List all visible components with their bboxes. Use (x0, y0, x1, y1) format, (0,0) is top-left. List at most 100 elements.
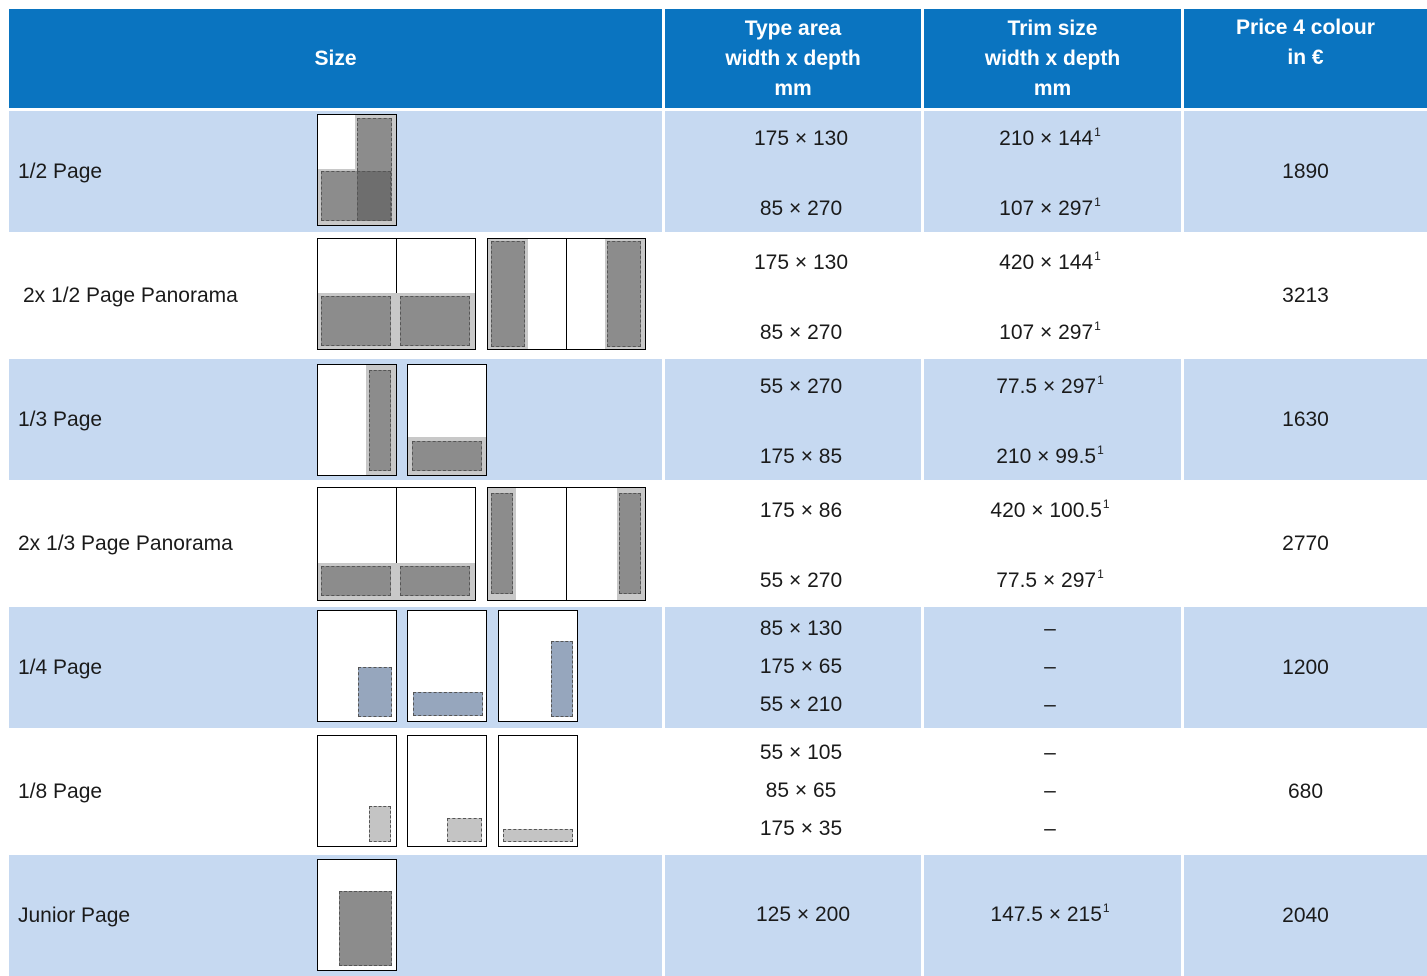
row-label: 2x 1/2 Page Panorama (23, 283, 238, 307)
trim-size-number: 147.5 × 215 (990, 903, 1102, 926)
ad-area (619, 493, 641, 594)
ad-area (321, 566, 391, 596)
row-cell-bg (665, 359, 921, 480)
type-area-value: 55 × 105 (759, 741, 843, 764)
ad-area (447, 818, 482, 842)
footnote-marker: 1 (1094, 249, 1101, 263)
trim-size-number: 107 × 297 (999, 321, 1094, 344)
row-cell-bg (924, 607, 1181, 728)
header-size-label: Size (314, 46, 357, 70)
trim-size-value: 77.5 × 2971 (960, 373, 1140, 399)
type-area-value: 175 × 35 (759, 817, 843, 840)
header-trim-size-line: mm (1033, 76, 1072, 100)
ad-area (607, 241, 641, 347)
price-value: 1200 (1282, 655, 1329, 679)
row-cell-bg (924, 235, 1181, 356)
footnote-marker: 1 (1102, 497, 1110, 511)
ad-area (413, 692, 483, 716)
trim-size-value: – (960, 655, 1140, 679)
trim-size-value: – (960, 617, 1140, 641)
row-cell-bg (924, 359, 1181, 480)
trim-size-value: – (960, 741, 1140, 765)
type-area-value: 85 × 270 (759, 321, 843, 344)
ad-area (400, 566, 470, 596)
trim-size-number: – (1044, 617, 1056, 640)
type-area-value: 175 × 65 (759, 655, 843, 678)
header-trim-size: Trim size width x depth mm (924, 9, 1181, 108)
header-type-area-line: mm (774, 76, 812, 100)
trim-size-value: – (960, 693, 1140, 717)
trim-size-value: – (960, 779, 1140, 803)
type-area-value: 125 × 200 (755, 903, 850, 926)
footnote-marker: 1 (1094, 195, 1101, 209)
type-area-value: 55 × 270 (759, 569, 843, 592)
row-cell-bg (665, 731, 921, 852)
ad-area (412, 441, 482, 471)
row-cell-bg (1184, 855, 1427, 976)
row-label: 2x 1/3 Page Panorama (18, 531, 233, 555)
row-cell-bg (665, 111, 921, 232)
trim-size-number: 77.5 × 297 (996, 375, 1097, 398)
ad-area (357, 171, 391, 221)
row-cell-bg (924, 483, 1181, 604)
type-area-value: 85 × 130 (759, 617, 843, 640)
row-cell-bg (1184, 111, 1427, 232)
row-cell-bg (665, 235, 921, 356)
trim-size-value: 107 × 2971 (960, 319, 1140, 345)
ad-area (503, 829, 573, 842)
footnote-marker: 1 (1097, 443, 1104, 457)
row-label: 1/4 Page (18, 655, 103, 679)
trim-size-value: 210 × 99.51 (960, 443, 1140, 469)
type-area-value: 175 × 85 (759, 445, 843, 468)
trim-size-number: 420 × 144 (999, 251, 1094, 274)
row-cell-bg (665, 607, 921, 728)
row-cell-bg (1184, 359, 1427, 480)
price-value: 2040 (1282, 903, 1329, 927)
type-area-value: 85 × 270 (759, 197, 843, 220)
row-cell-bg (1184, 483, 1427, 604)
trim-size-value: 147.5 × 2151 (960, 901, 1140, 927)
footnote-marker: 1 (1097, 373, 1104, 387)
header-type-area-line: width x depth (725, 46, 861, 70)
trim-size-number: 210 × 99.5 (996, 445, 1097, 468)
trim-size-number: – (1044, 693, 1056, 716)
header-size: Size (9, 9, 662, 108)
row-cell-bg (1184, 607, 1427, 728)
row-cell-bg (924, 855, 1181, 976)
footnote-marker: 1 (1094, 125, 1101, 139)
trim-size-number: – (1044, 655, 1056, 678)
ad-area (369, 806, 391, 842)
header-type-area: Type area width x depth mm (665, 9, 921, 108)
trim-size-number: 210 × 144 (999, 127, 1094, 150)
header-price: Price 4 colour in € (1184, 9, 1427, 108)
trim-size-value: 210 × 1441 (960, 125, 1140, 151)
row-cell-bg (924, 111, 1181, 232)
footnote-marker: 1 (1094, 319, 1101, 333)
type-area-value: 175 × 86 (759, 499, 843, 522)
row-cell-bg (1184, 731, 1427, 852)
price-value: 1890 (1282, 159, 1329, 183)
row-label: 1/2 Page (18, 159, 103, 183)
ad-area (321, 296, 391, 346)
row-cell-bg (1184, 235, 1427, 356)
row-cell-bg (665, 855, 921, 976)
trim-size-number: – (1044, 741, 1056, 764)
footnote-marker: 1 (1097, 567, 1104, 581)
row-label: Junior Page (18, 903, 131, 927)
page-layout-thumbnail (498, 735, 578, 847)
price-value: 1630 (1282, 407, 1329, 431)
ad-area (339, 891, 392, 966)
header-price-line: in € (1287, 46, 1324, 69)
trim-size-value: 420 × 1441 (960, 249, 1140, 275)
row-label: 1/3 Page (18, 407, 103, 431)
row-label: 1/8 Page (18, 779, 103, 803)
price-value: 680 (1287, 779, 1324, 803)
trim-size-number: – (1044, 779, 1056, 802)
ad-area (551, 641, 573, 717)
price-value: 2770 (1282, 531, 1329, 555)
trim-size-number: 107 × 297 (999, 197, 1094, 220)
ad-area (491, 493, 513, 594)
trim-size-value: 107 × 2971 (960, 195, 1140, 221)
row-cell-bg (665, 483, 921, 604)
